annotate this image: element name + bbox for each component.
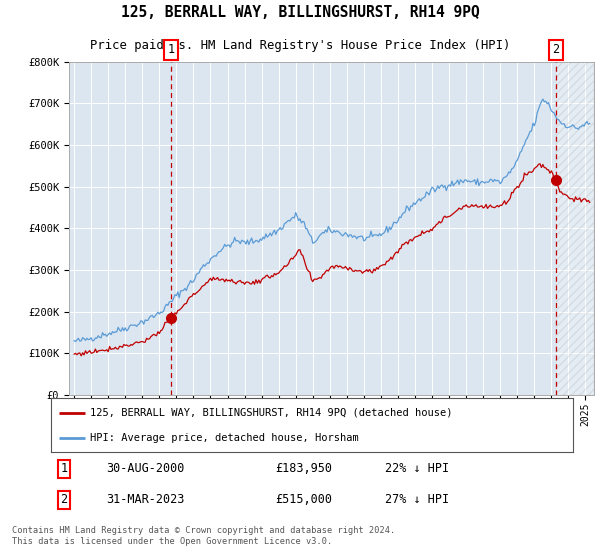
Text: HPI: Average price, detached house, Horsham: HPI: Average price, detached house, Hors…: [90, 433, 359, 443]
Text: 2: 2: [552, 44, 559, 57]
Text: £515,000: £515,000: [275, 493, 332, 506]
Text: 30-AUG-2000: 30-AUG-2000: [106, 463, 184, 475]
Text: 1: 1: [61, 463, 68, 475]
Text: 27% ↓ HPI: 27% ↓ HPI: [385, 493, 449, 506]
Text: 125, BERRALL WAY, BILLINGSHURST, RH14 9PQ (detached house): 125, BERRALL WAY, BILLINGSHURST, RH14 9P…: [90, 408, 452, 418]
Bar: [556, 62, 594, 395]
Text: 125, BERRALL WAY, BILLINGSHURST, RH14 9PQ: 125, BERRALL WAY, BILLINGSHURST, RH14 9P…: [121, 6, 479, 20]
Text: Contains HM Land Registry data © Crown copyright and database right 2024.
This d: Contains HM Land Registry data © Crown c…: [12, 526, 395, 546]
Text: 1: 1: [167, 44, 174, 57]
Text: 2: 2: [61, 493, 68, 506]
Text: £183,950: £183,950: [275, 463, 332, 475]
Text: Price paid vs. HM Land Registry's House Price Index (HPI): Price paid vs. HM Land Registry's House …: [90, 39, 510, 53]
Text: 31-MAR-2023: 31-MAR-2023: [106, 493, 184, 506]
Text: 22% ↓ HPI: 22% ↓ HPI: [385, 463, 449, 475]
